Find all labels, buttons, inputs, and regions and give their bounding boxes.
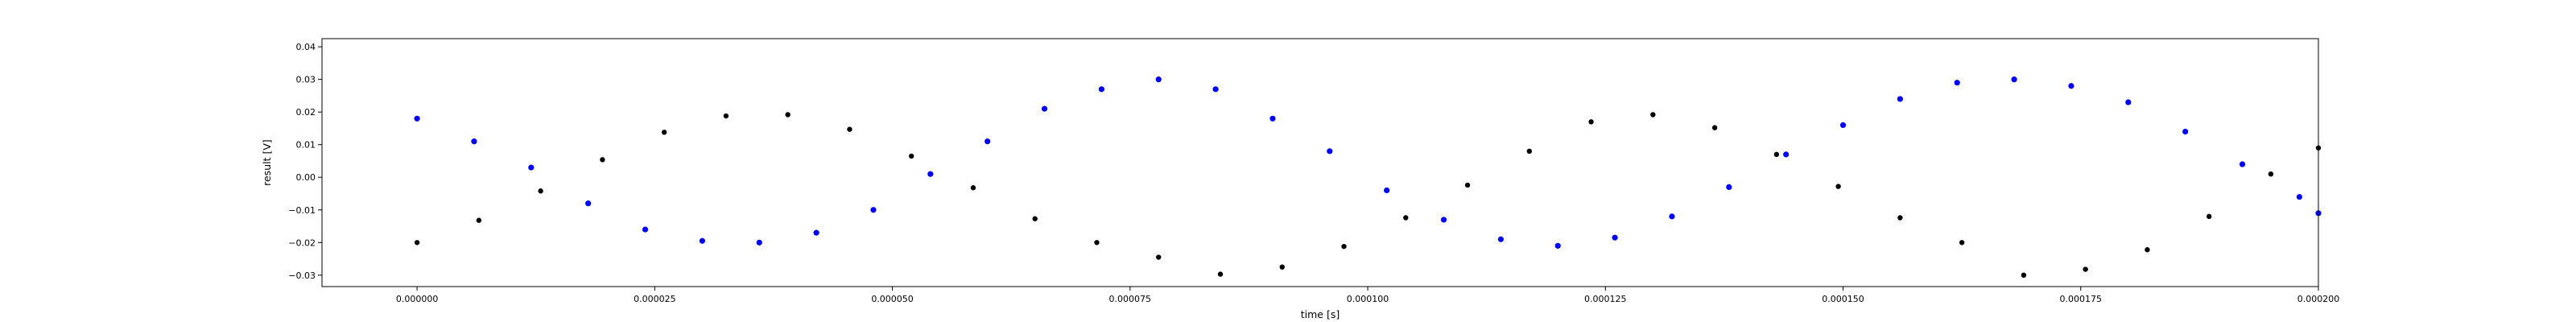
data-point-measured: [1612, 235, 1617, 241]
data-point-reference: [1218, 271, 1223, 276]
data-point-measured: [1269, 116, 1275, 122]
data-point-measured: [1783, 151, 1789, 157]
data-point-measured: [585, 200, 591, 206]
data-point-measured: [642, 226, 648, 232]
x-tick-label: 0.000000: [396, 294, 439, 304]
data-point-measured: [757, 240, 762, 246]
data-point-measured: [1212, 86, 1218, 92]
data-point-measured: [1327, 148, 1332, 154]
data-point-measured: [985, 138, 990, 144]
data-point-measured: [700, 238, 705, 244]
y-tick-label: 0.00: [296, 172, 316, 183]
data-point-reference: [1341, 244, 1346, 249]
data-point-measured: [1555, 243, 1561, 249]
data-point-reference: [1465, 183, 1470, 188]
data-point-measured: [1897, 96, 1903, 101]
x-axis-label: time [s]: [1301, 308, 1340, 320]
data-point-measured: [414, 116, 419, 122]
data-point-measured: [1955, 80, 1960, 85]
data-point-reference: [847, 126, 852, 131]
data-point-reference: [724, 114, 729, 118]
y-tick-label: −0.03: [288, 270, 316, 281]
data-point-measured: [1441, 217, 1447, 222]
data-point-reference: [1835, 184, 1840, 188]
y-tick-label: −0.02: [288, 237, 316, 248]
data-point-reference: [600, 157, 605, 162]
data-point-reference: [538, 188, 543, 193]
data-point-reference: [2207, 214, 2211, 219]
y-tick-label: 0.04: [296, 42, 316, 52]
data-point-measured: [1840, 122, 1846, 128]
data-point-measured: [1498, 237, 1504, 242]
x-tick-label: 0.000025: [634, 294, 676, 304]
data-point-reference: [1033, 217, 1038, 221]
y-tick-label: 0.03: [296, 75, 316, 85]
data-point-reference: [2021, 273, 2026, 278]
data-point-reference: [1094, 240, 1099, 245]
data-point-measured: [1156, 76, 1162, 82]
data-point-reference: [1959, 240, 1964, 245]
data-point-measured: [1669, 213, 1674, 219]
data-point-reference: [2083, 266, 2087, 271]
data-point-measured: [2297, 194, 2302, 200]
x-tick-label: 0.000125: [1584, 294, 1627, 304]
data-point-measured: [1384, 188, 1389, 193]
data-point-measured: [1042, 106, 1047, 112]
x-tick-label: 0.000050: [871, 294, 914, 304]
data-point-reference: [909, 154, 914, 159]
data-point-measured: [471, 138, 477, 144]
y-tick-label: −0.01: [288, 205, 316, 216]
data-point-measured: [927, 171, 933, 177]
data-point-reference: [662, 130, 667, 134]
data-point-measured: [2182, 129, 2188, 134]
y-axis-label: result [V]: [261, 139, 273, 186]
data-point-reference: [1712, 125, 1717, 130]
data-point-reference: [785, 112, 790, 117]
data-point-reference: [2145, 247, 2149, 252]
data-point-reference: [415, 240, 419, 245]
data-point-measured: [1726, 184, 1732, 190]
x-tick-label: 0.000100: [1347, 294, 1389, 304]
data-point-reference: [1588, 119, 1593, 124]
data-point-measured: [2011, 76, 2017, 82]
data-point-measured: [813, 230, 819, 236]
data-point-reference: [477, 218, 481, 223]
x-tick-label: 0.000075: [1109, 294, 1152, 304]
data-point-reference: [971, 185, 976, 190]
data-point-reference: [1897, 215, 1902, 220]
data-point-reference: [2268, 171, 2273, 176]
data-point-reference: [1403, 215, 1408, 220]
y-tick-label: 0.02: [296, 107, 316, 118]
data-point-measured: [2125, 99, 2131, 105]
data-point-reference: [1774, 152, 1779, 157]
data-point-measured: [870, 207, 876, 213]
data-point-measured: [1099, 86, 1104, 92]
data-point-reference: [1650, 112, 1655, 117]
y-tick-label: 0.01: [296, 140, 316, 151]
data-point-measured: [2068, 83, 2074, 89]
data-point-reference: [1280, 264, 1285, 269]
data-point-reference: [1527, 149, 1532, 154]
plot-area: [322, 39, 2318, 287]
x-tick-label: 0.000150: [1822, 294, 1864, 304]
data-point-measured: [528, 164, 534, 170]
x-tick-label: 0.000200: [2297, 294, 2340, 304]
data-point-reference: [1156, 254, 1161, 259]
data-point-measured: [2240, 161, 2245, 167]
x-tick-label: 0.000175: [2060, 294, 2103, 304]
